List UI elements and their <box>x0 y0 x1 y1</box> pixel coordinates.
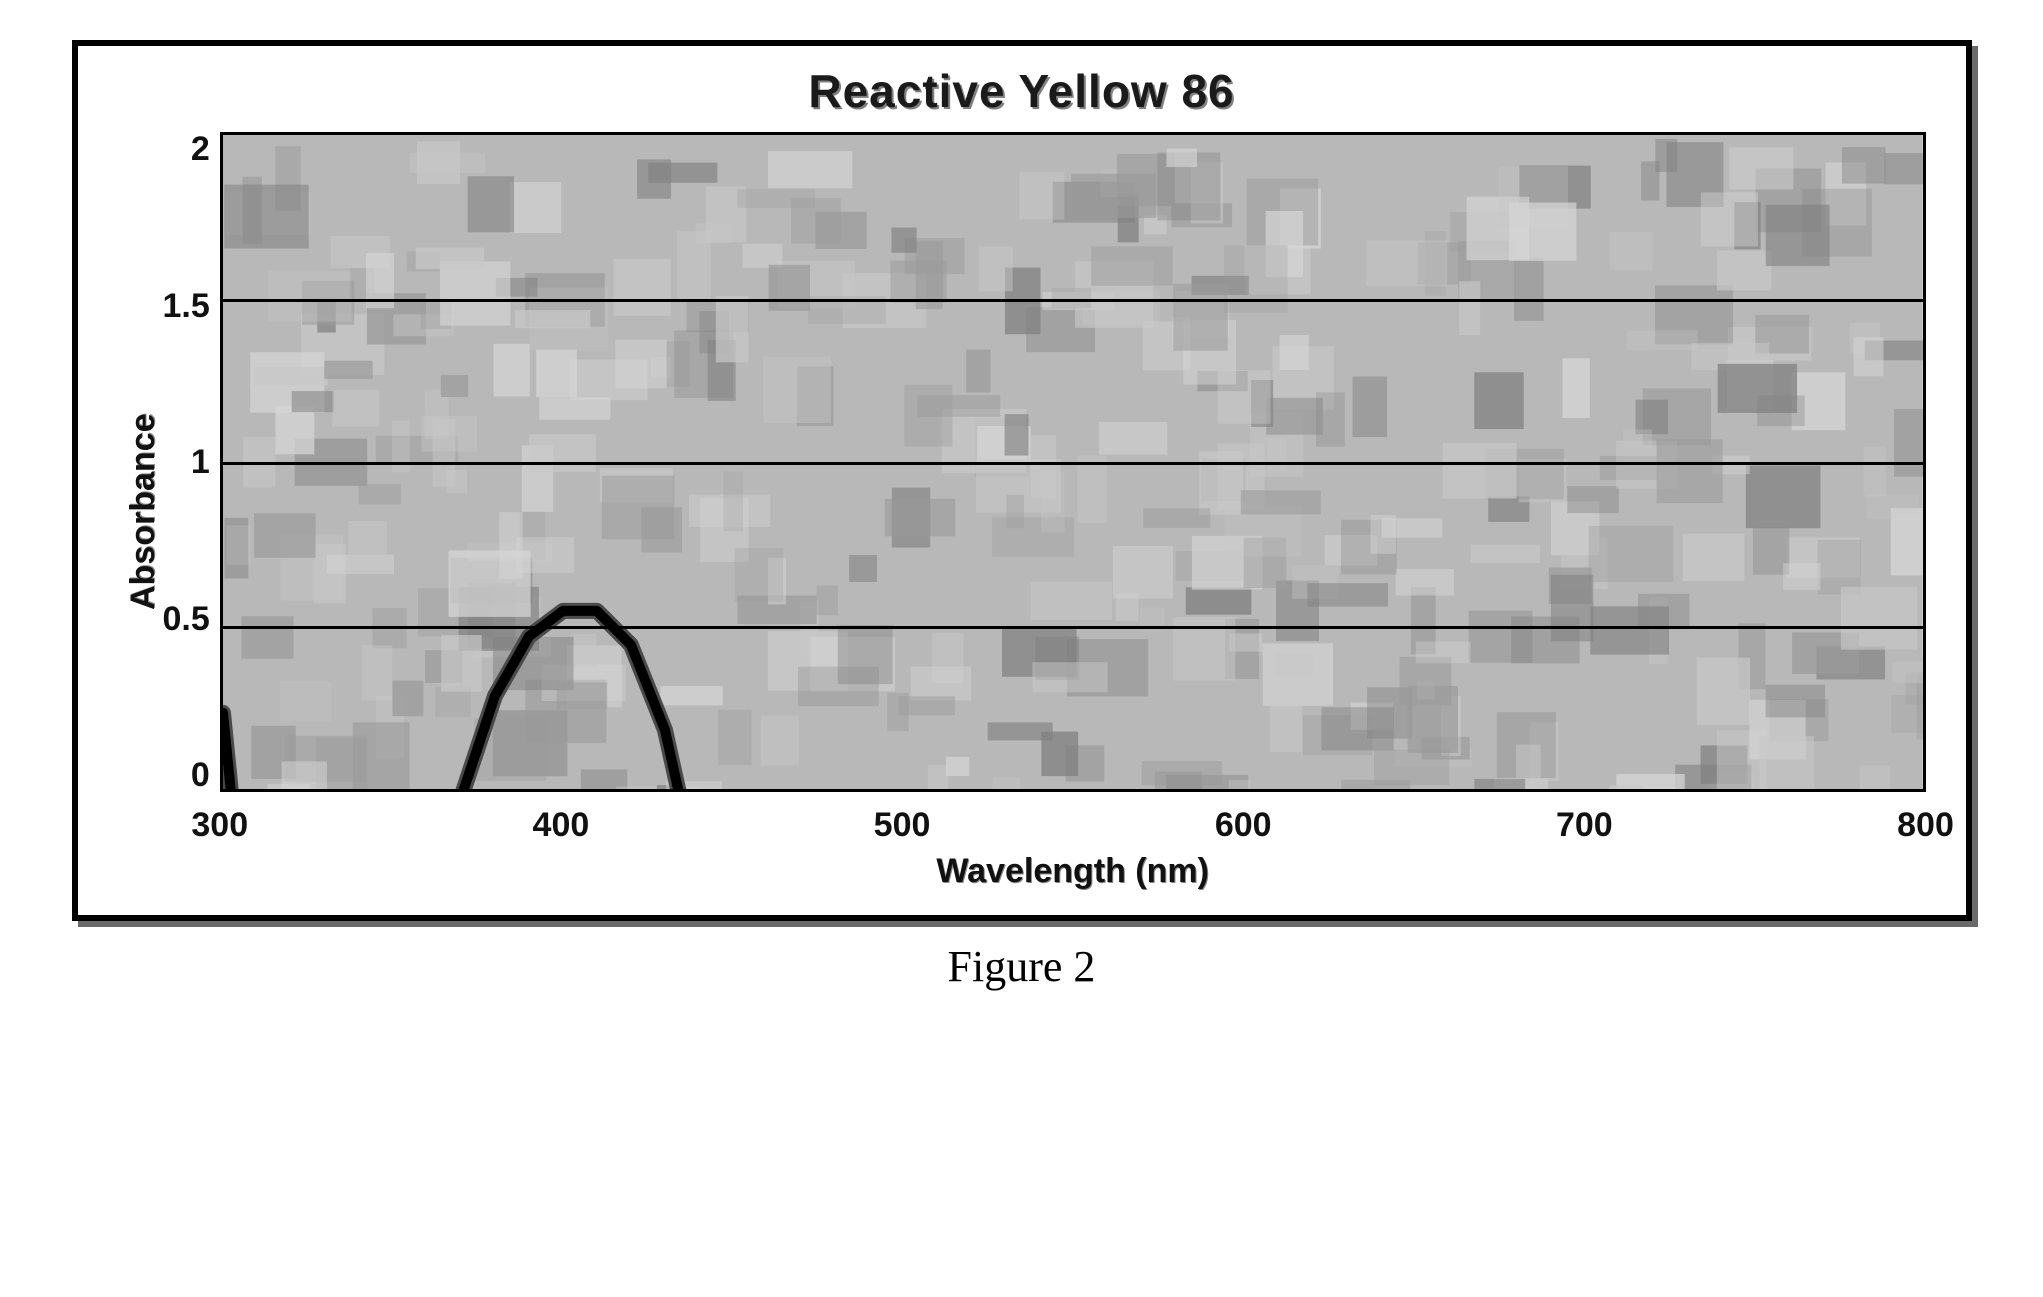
y-tick-label: 0 <box>191 758 210 792</box>
gridline <box>223 299 1923 302</box>
y-minor-tick <box>220 233 223 235</box>
x-minor-tick <box>495 789 497 792</box>
plot-column: 300400500600700800 Wavelength (nm) <box>220 132 1926 891</box>
gridline <box>223 626 1923 629</box>
chart-title: Reactive Yellow 86 <box>118 64 1926 118</box>
y-minor-tick <box>220 397 223 399</box>
y-minor-tick <box>220 527 223 529</box>
y-major-tick <box>220 462 223 465</box>
plot-box <box>220 132 1926 792</box>
x-tick-label: 700 <box>1556 806 1613 845</box>
x-minor-tick <box>1175 789 1177 792</box>
x-major-tick <box>1583 789 1586 792</box>
y-minor-tick <box>220 756 223 758</box>
y-minor-tick <box>220 593 223 595</box>
y-major-tick <box>220 135 223 138</box>
x-minor-tick <box>631 789 633 792</box>
y-minor-tick <box>220 724 223 726</box>
x-major-tick <box>563 789 566 792</box>
x-tick-label: 400 <box>533 806 590 845</box>
gridline <box>223 462 1923 465</box>
x-minor-tick <box>699 789 701 792</box>
y-tick-label: 0.5 <box>163 602 210 636</box>
y-minor-tick <box>220 331 223 333</box>
x-minor-tick <box>1107 789 1109 792</box>
y-tick-label: 1.5 <box>163 289 210 323</box>
x-minor-tick <box>1515 789 1517 792</box>
x-minor-tick <box>1651 789 1653 792</box>
x-minor-tick <box>427 789 429 792</box>
x-minor-tick <box>1719 789 1721 792</box>
y-minor-tick <box>220 266 223 268</box>
y-major-tick <box>220 626 223 629</box>
y-minor-tick <box>220 658 223 660</box>
y-minor-tick <box>220 200 223 202</box>
y-minor-tick <box>220 364 223 366</box>
x-minor-tick <box>971 789 973 792</box>
x-tick-label: 300 <box>191 806 248 845</box>
figure-container: Reactive Yellow 86 Absorbance 21.510.50 … <box>72 40 1972 992</box>
y-axis-label: Absorbance <box>118 132 163 891</box>
data-line-halo <box>223 611 1923 792</box>
x-minor-tick <box>1787 789 1789 792</box>
y-minor-tick <box>220 168 223 170</box>
x-major-tick <box>223 789 226 792</box>
y-minor-tick <box>220 691 223 693</box>
x-tick-label: 600 <box>1215 806 1272 845</box>
x-minor-tick <box>291 789 293 792</box>
x-minor-tick <box>1039 789 1041 792</box>
x-axis-label: Wavelength (nm) <box>220 852 1926 891</box>
y-minor-tick <box>220 560 223 562</box>
x-axis-ticks: 300400500600700800 <box>220 806 1926 846</box>
y-axis-ticks: 2 1.5 1 0.5 0 <box>163 132 220 792</box>
y-tick-label: 2 <box>191 132 210 166</box>
x-tick-label: 800 <box>1897 806 1954 845</box>
y-major-tick <box>220 299 223 302</box>
x-major-tick <box>903 789 906 792</box>
x-minor-tick <box>835 789 837 792</box>
x-major-tick <box>1243 789 1246 792</box>
x-minor-tick <box>359 789 361 792</box>
chart-panel: Reactive Yellow 86 Absorbance 21.510.50 … <box>72 40 1972 921</box>
x-minor-tick <box>1311 789 1313 792</box>
x-minor-tick <box>1855 789 1857 792</box>
y-minor-tick <box>220 495 223 497</box>
x-minor-tick <box>767 789 769 792</box>
y-tick-label: 1 <box>191 445 210 479</box>
x-minor-tick <box>1447 789 1449 792</box>
x-major-tick <box>1923 789 1926 792</box>
x-minor-tick <box>1379 789 1381 792</box>
y-minor-tick <box>220 429 223 431</box>
figure-caption: Figure 2 <box>72 941 1972 992</box>
chart-area: Absorbance 21.510.50 300400500600700800 … <box>118 132 1926 891</box>
x-tick-label: 500 <box>874 806 931 845</box>
y-major-tick <box>220 789 223 792</box>
